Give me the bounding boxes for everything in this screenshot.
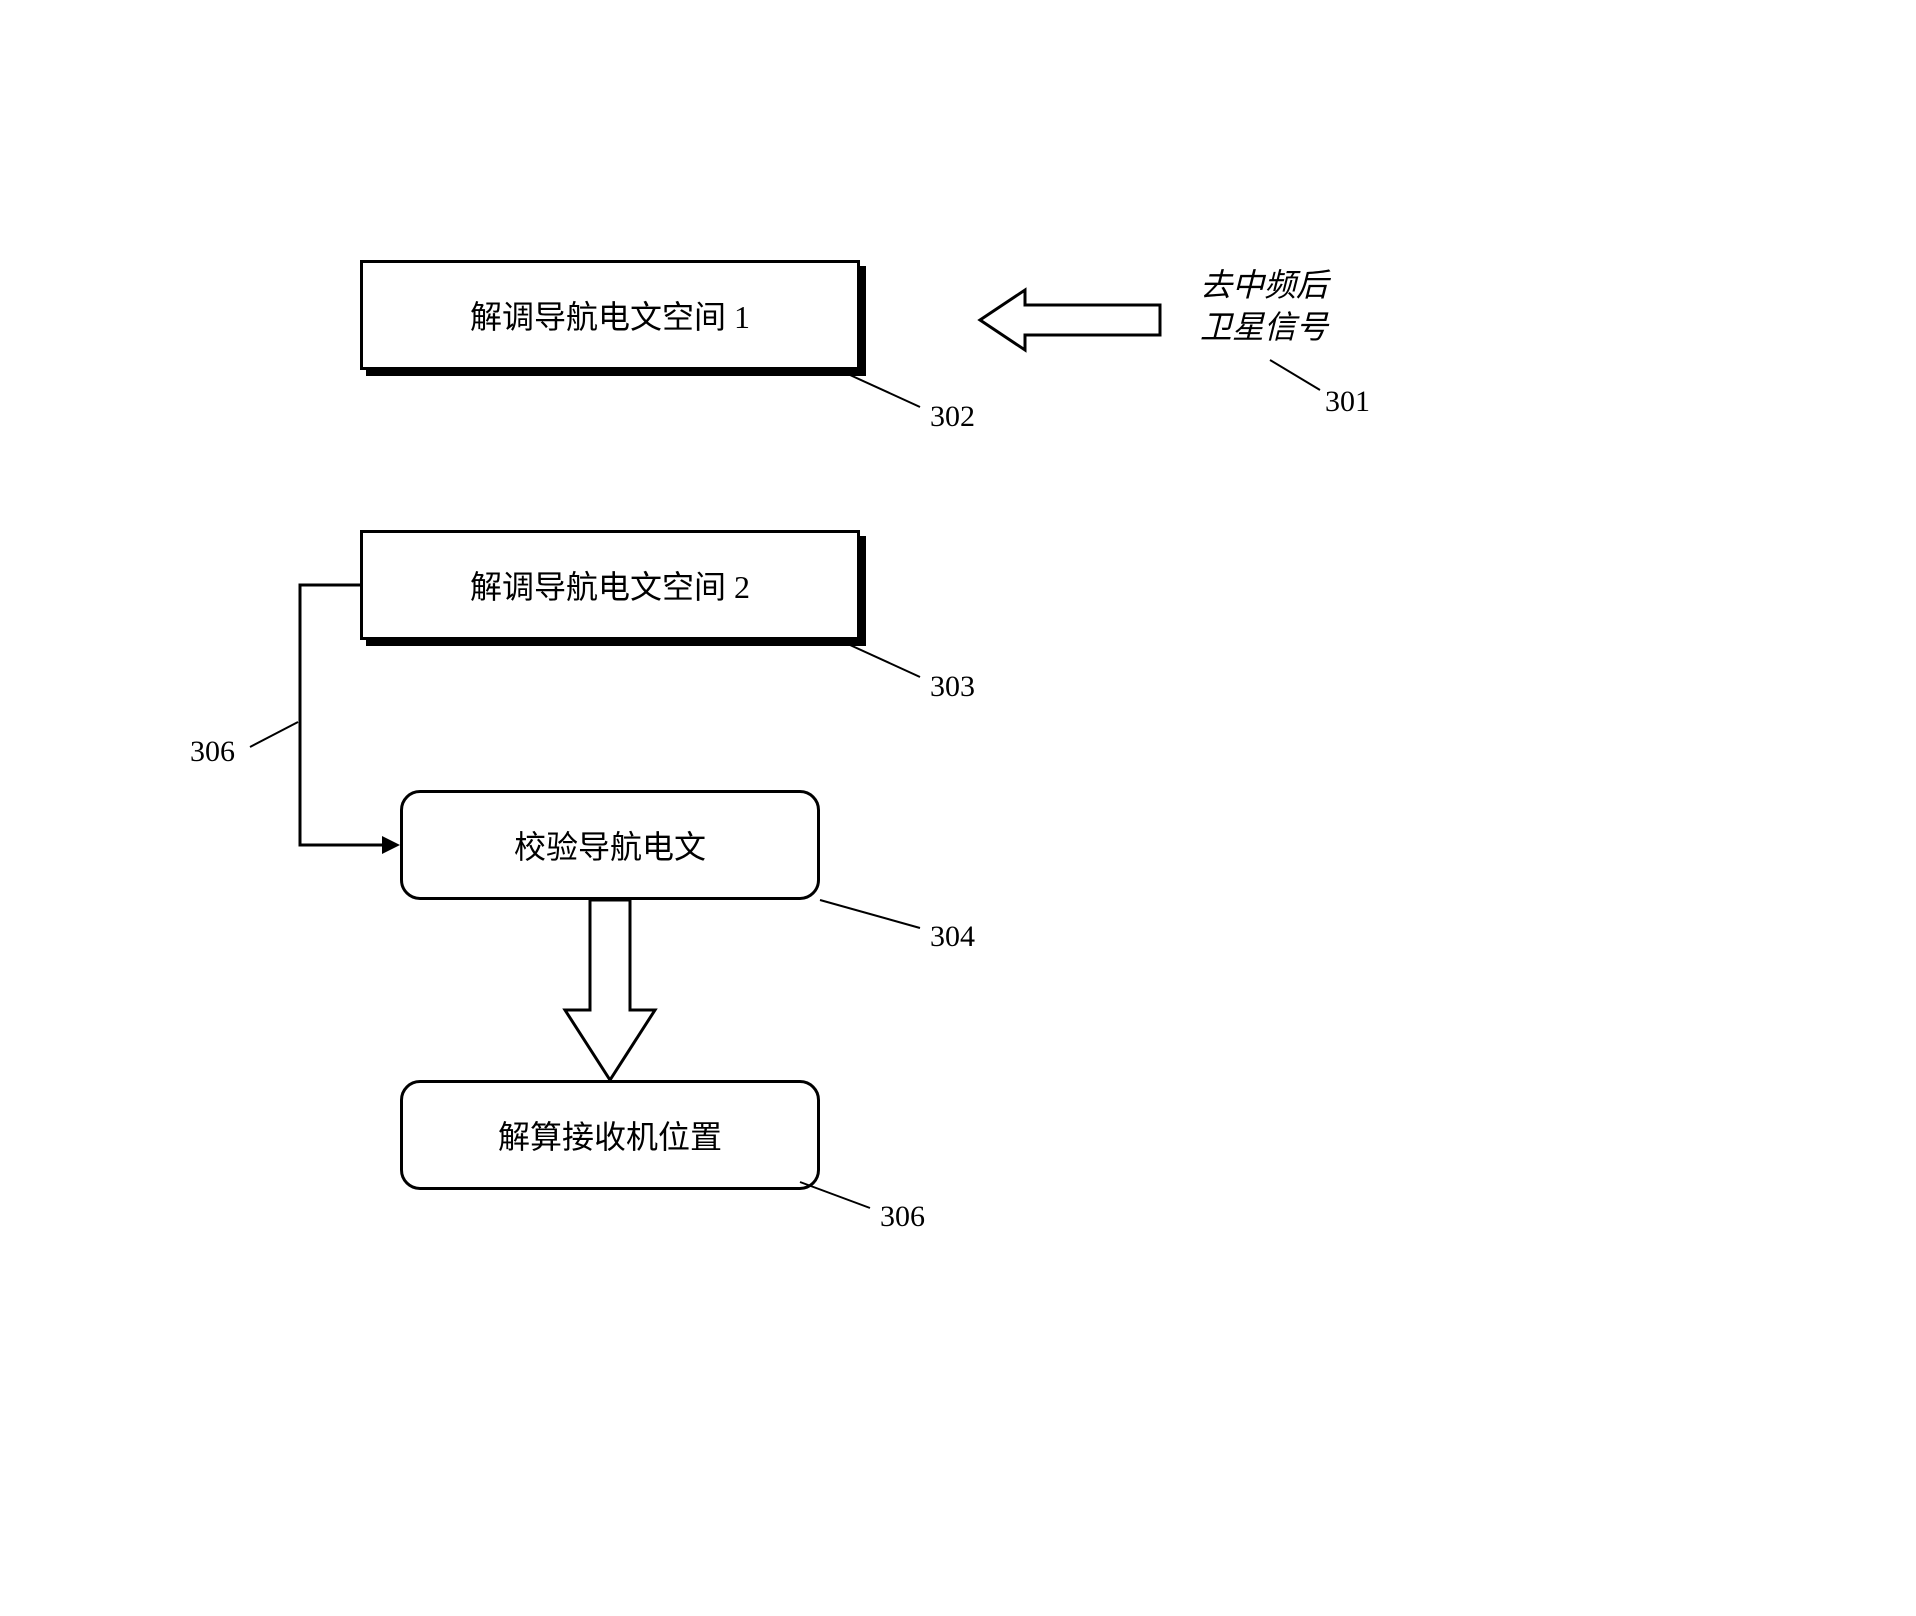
ref-line-302 <box>850 375 930 415</box>
ref-label-301: 301 <box>1325 385 1370 419</box>
node-label: 校验导航电文 <box>514 822 706 868</box>
input-label-line2: 卫星信号 <box>1200 309 1328 345</box>
feedback-connector <box>290 580 410 860</box>
input-arrow <box>980 290 1160 350</box>
node-solve-position: 解算接收机位置 <box>400 1080 820 1190</box>
node-demod-space-1: 解调导航电文空间 1 <box>360 260 860 370</box>
ref-line-306-left <box>250 722 305 752</box>
input-label-line1: 去中频后 <box>1200 267 1328 303</box>
ref-label-303: 303 <box>930 670 975 704</box>
flowchart-diagram: 解调导航电文空间 1 去中频后 卫星信号 解调导航电文空间 2 校验导航电文 解… <box>360 260 1560 1360</box>
node-label: 解算接收机位置 <box>498 1112 722 1158</box>
ref-label-302: 302 <box>930 400 975 434</box>
node-demod-space-2: 解调导航电文空间 2 <box>360 530 860 640</box>
ref-label-304: 304 <box>930 920 975 954</box>
node-label: 解调导航电文空间 1 <box>470 292 750 338</box>
ref-line-303 <box>850 645 930 685</box>
ref-label-306-bottom: 306 <box>880 1200 925 1234</box>
down-block-arrow <box>565 900 655 1080</box>
node-label: 解调导航电文空间 2 <box>470 562 750 608</box>
ref-line-301 <box>1270 360 1330 400</box>
input-signal-label: 去中频后 卫星信号 <box>1200 265 1328 348</box>
ref-line-304 <box>820 900 930 935</box>
ref-line-306-bottom <box>800 1182 880 1214</box>
node-verify-nav: 校验导航电文 <box>400 790 820 900</box>
ref-label-306-left: 306 <box>190 735 235 769</box>
